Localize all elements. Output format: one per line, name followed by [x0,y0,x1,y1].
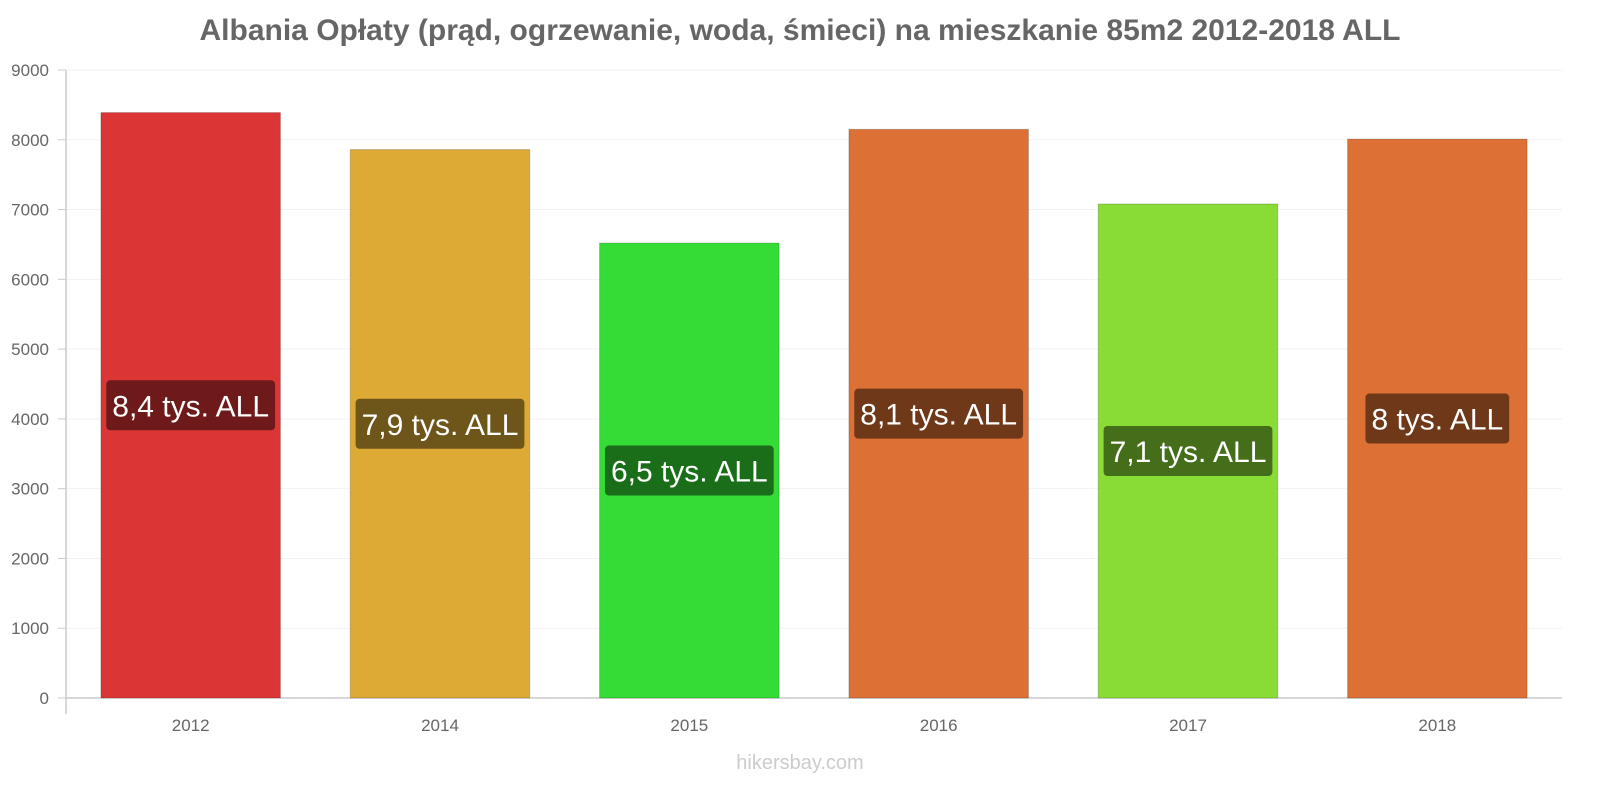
data-label-background [604,445,774,496]
y-tick-label: 0 [40,689,49,708]
data-label-background [854,388,1024,439]
x-tick-label: 2014 [421,716,459,735]
axes: 0 1000 2000 3000 4000 5000 6000 7000 8000 9000 201… [11,61,1562,735]
bars [100,112,1528,699]
gridlines [66,69,1562,629]
x-tick-label: 2016 [920,716,958,735]
data-labels: 8,4 tys. ALL 7,9 tys. ALL 6,5 tys. ALL 8,1 … [106,380,1510,496]
data-label-background [1365,393,1510,444]
data-label-background [106,380,276,431]
y-tick-label: 7000 [11,201,49,220]
chart-title: Albania Opłaty (prąd, ogrzewanie, woda, … [199,14,1401,47]
data-label-text: 8,4 tys. ALL [112,390,269,423]
data-label-2012: 8,4 tys. ALL [106,380,276,431]
data-label-2014: 7,9 tys. ALL [355,398,525,449]
data-label-text: 8 tys. ALL [1371,404,1503,437]
data-label-2017: 7,1 tys. ALL [1103,425,1273,476]
y-tick-label: 1000 [11,619,49,638]
y-tick-label: 6000 [11,270,49,289]
data-label-background [1103,425,1273,476]
x-tick-label: 2012 [172,716,210,735]
data-label-text: 7,9 tys. ALL [362,409,519,442]
watermark: hikersbay.com [736,752,864,774]
data-label-text: 6,5 tys. ALL [611,456,768,489]
y-tick-label: 9000 [11,61,49,80]
data-label-text: 8,1 tys. ALL [860,399,1017,432]
x-tick-label: 2017 [1169,716,1207,735]
x-tick-label: 2018 [1418,716,1456,735]
data-label-2015: 6,5 tys. ALL [604,445,774,496]
data-label-background [355,398,525,449]
data-label-2018: 8 tys. ALL [1365,393,1510,444]
x-tick-label: 2015 [670,716,708,735]
data-label-text: 7,1 tys. ALL [1110,436,1267,469]
y-tick-label: 8000 [11,131,49,150]
y-tick-label: 3000 [11,480,49,499]
y-tick-label: 4000 [11,410,49,429]
y-tick-label: 5000 [11,340,49,359]
y-tick-label: 2000 [11,549,49,568]
data-label-2016: 8,1 tys. ALL [854,388,1024,439]
